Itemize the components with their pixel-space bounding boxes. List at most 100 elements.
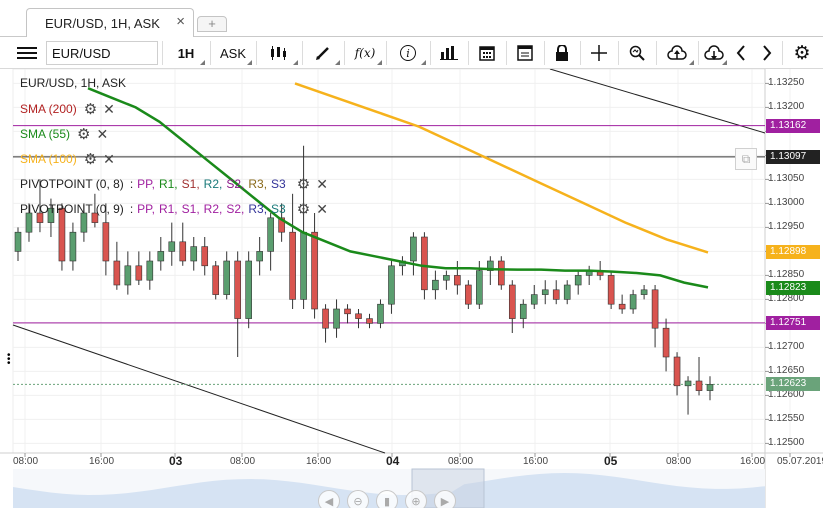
candle-body <box>695 380 703 391</box>
chart-canvas[interactable] <box>0 69 823 508</box>
download-button[interactable] <box>700 40 728 66</box>
close-icon[interactable]: ✕ <box>96 125 109 142</box>
scroll-left-button[interactable] <box>730 40 752 66</box>
candle-body <box>443 275 450 281</box>
indicator-name: SMA (55) <box>20 127 71 141</box>
candle-body <box>487 260 494 271</box>
candle-body <box>607 275 615 305</box>
close-tab-icon[interactable]: × <box>176 13 185 30</box>
close-icon[interactable]: ✕ <box>316 175 328 192</box>
draw-tool-button[interactable] <box>305 40 341 66</box>
reset-zoom-button[interactable]: ▮ <box>376 490 398 508</box>
candle-body <box>289 231 296 300</box>
candle-body <box>651 289 659 329</box>
nav-forward-button[interactable]: ▶ <box>434 490 456 508</box>
gear-icon[interactable]: ⚙ <box>296 201 311 218</box>
zoom-in-button[interactable]: ⊕ <box>405 490 427 508</box>
close-icon[interactable]: ✕ <box>316 200 328 217</box>
price-tag: 1.12823 <box>766 281 820 296</box>
pivot-level-label: S2, <box>226 177 245 191</box>
settings-button[interactable]: ⚙ <box>788 40 816 66</box>
candle-body <box>113 260 121 286</box>
calendar-button[interactable] <box>471 40 503 66</box>
dropdown-corner-icon <box>722 60 727 65</box>
info-button[interactable]: i <box>389 40 427 66</box>
symbol-input[interactable] <box>46 41 158 65</box>
candle-body <box>69 231 77 262</box>
price-tick-label: 1.13050 <box>768 173 805 185</box>
upload-button[interactable] <box>659 40 695 66</box>
gear-icon[interactable]: ⚙ <box>83 151 98 168</box>
gear-icon[interactable]: ⚙ <box>77 126 91 143</box>
crosshair-button[interactable] <box>583 40 615 66</box>
close-icon[interactable]: ✕ <box>103 100 115 117</box>
zoom-out-button[interactable]: ⊖ <box>347 490 369 508</box>
candle-body <box>300 231 307 300</box>
price-tag: 1.13162 <box>766 118 820 133</box>
pivot-level-label: R2, <box>203 177 223 191</box>
gear-icon[interactable]: ⚙ <box>83 101 98 118</box>
pivot-legend-row: PIVOTPOINT (0, 9): PP, R1, S1, R2, S2, R3, S3 ⚙ ✕ <box>20 200 328 219</box>
chart-title: EUR/USD, 1H, ASK <box>20 76 127 90</box>
candle-body <box>25 212 33 233</box>
toolbar: 1H ASK f(x) i ⚙ <box>0 37 823 69</box>
candle-body <box>530 294 538 305</box>
candle-body <box>245 260 252 319</box>
zoom-in-icon: ⊕ <box>411 495 421 508</box>
price-tick-label: 1.13200 <box>768 101 805 113</box>
expand-chart-button[interactable]: ⧉ <box>735 148 757 170</box>
menu-button[interactable] <box>12 40 42 66</box>
pivot-level-label: R2, <box>203 202 223 216</box>
candle-body <box>278 217 285 233</box>
navigation-controls: ◀ ⊖ ▮ ⊕ ▶ <box>318 490 456 508</box>
zoom-out-icon: ⊖ <box>353 495 363 508</box>
add-tab-button[interactable]: + <box>197 16 227 32</box>
chevron-left-icon: ◀ <box>324 495 334 508</box>
indicator-legend-row: SMA (100) ⚙ ✕ <box>20 150 115 169</box>
calendar-icon <box>479 46 495 61</box>
gear-icon[interactable]: ⚙ <box>296 176 311 193</box>
period-select[interactable]: 1H <box>166 40 206 66</box>
chart-tab[interactable]: EUR/USD, 1H, ASK × <box>26 8 194 37</box>
candle-body <box>234 260 241 319</box>
candle-body <box>421 236 428 291</box>
candle-body <box>157 251 165 262</box>
nav-back-button[interactable]: ◀ <box>318 490 340 508</box>
price-chart[interactable]: EUR/USD, 1H, ASK SMA (200) ⚙ ✕ SMA (55) ⚙ ✕ SM… <box>0 69 823 508</box>
scroll-right-button[interactable] <box>756 40 778 66</box>
candle-body <box>684 380 692 387</box>
close-icon[interactable]: ✕ <box>103 150 115 167</box>
pivot-legend-row: PIVOTPOINT (0, 8): PP, R1, S1, R2, S2, R3, S3 ⚙ ✕ <box>20 175 328 194</box>
reset-icon: ▮ <box>383 495 391 508</box>
pivot-level-label: S1, <box>181 177 200 191</box>
time-tick-label: 03 <box>169 454 183 468</box>
toolbar-divider <box>210 41 211 65</box>
candle-body <box>706 384 714 391</box>
candle-body <box>190 246 198 262</box>
pivot-level-label: PP, <box>137 177 155 191</box>
candle-body <box>410 236 417 262</box>
indicators-button[interactable]: f(x) <box>347 40 383 66</box>
volume-button[interactable] <box>433 40 465 66</box>
side-select[interactable]: ASK <box>213 40 253 66</box>
candle-body <box>355 313 362 319</box>
time-tick-label: 16:00 <box>306 456 332 467</box>
toolbar-divider <box>386 41 387 65</box>
chevron-right-icon: ▶ <box>440 495 450 508</box>
candle-body <box>256 251 263 262</box>
toolbar-divider <box>698 41 699 65</box>
chart-tab-label: EUR/USD, 1H, ASK <box>45 16 160 31</box>
zoom-button[interactable] <box>621 40 653 66</box>
template-button[interactable] <box>509 40 541 66</box>
time-tick-label: 16:00 <box>523 456 549 467</box>
candle-body <box>333 308 340 329</box>
chart-type-button[interactable] <box>259 40 299 66</box>
candle-body <box>14 231 22 252</box>
time-tick-label: 16:00 <box>89 456 115 467</box>
resize-handle-icon[interactable]: • • • <box>7 350 11 369</box>
time-tick-label: 08:00 <box>666 456 692 467</box>
dropdown-corner-icon <box>335 60 340 65</box>
lock-button[interactable] <box>547 40 577 66</box>
pivot-level-label: S3 <box>271 177 286 191</box>
time-tick-label: 16:00 <box>740 456 766 467</box>
